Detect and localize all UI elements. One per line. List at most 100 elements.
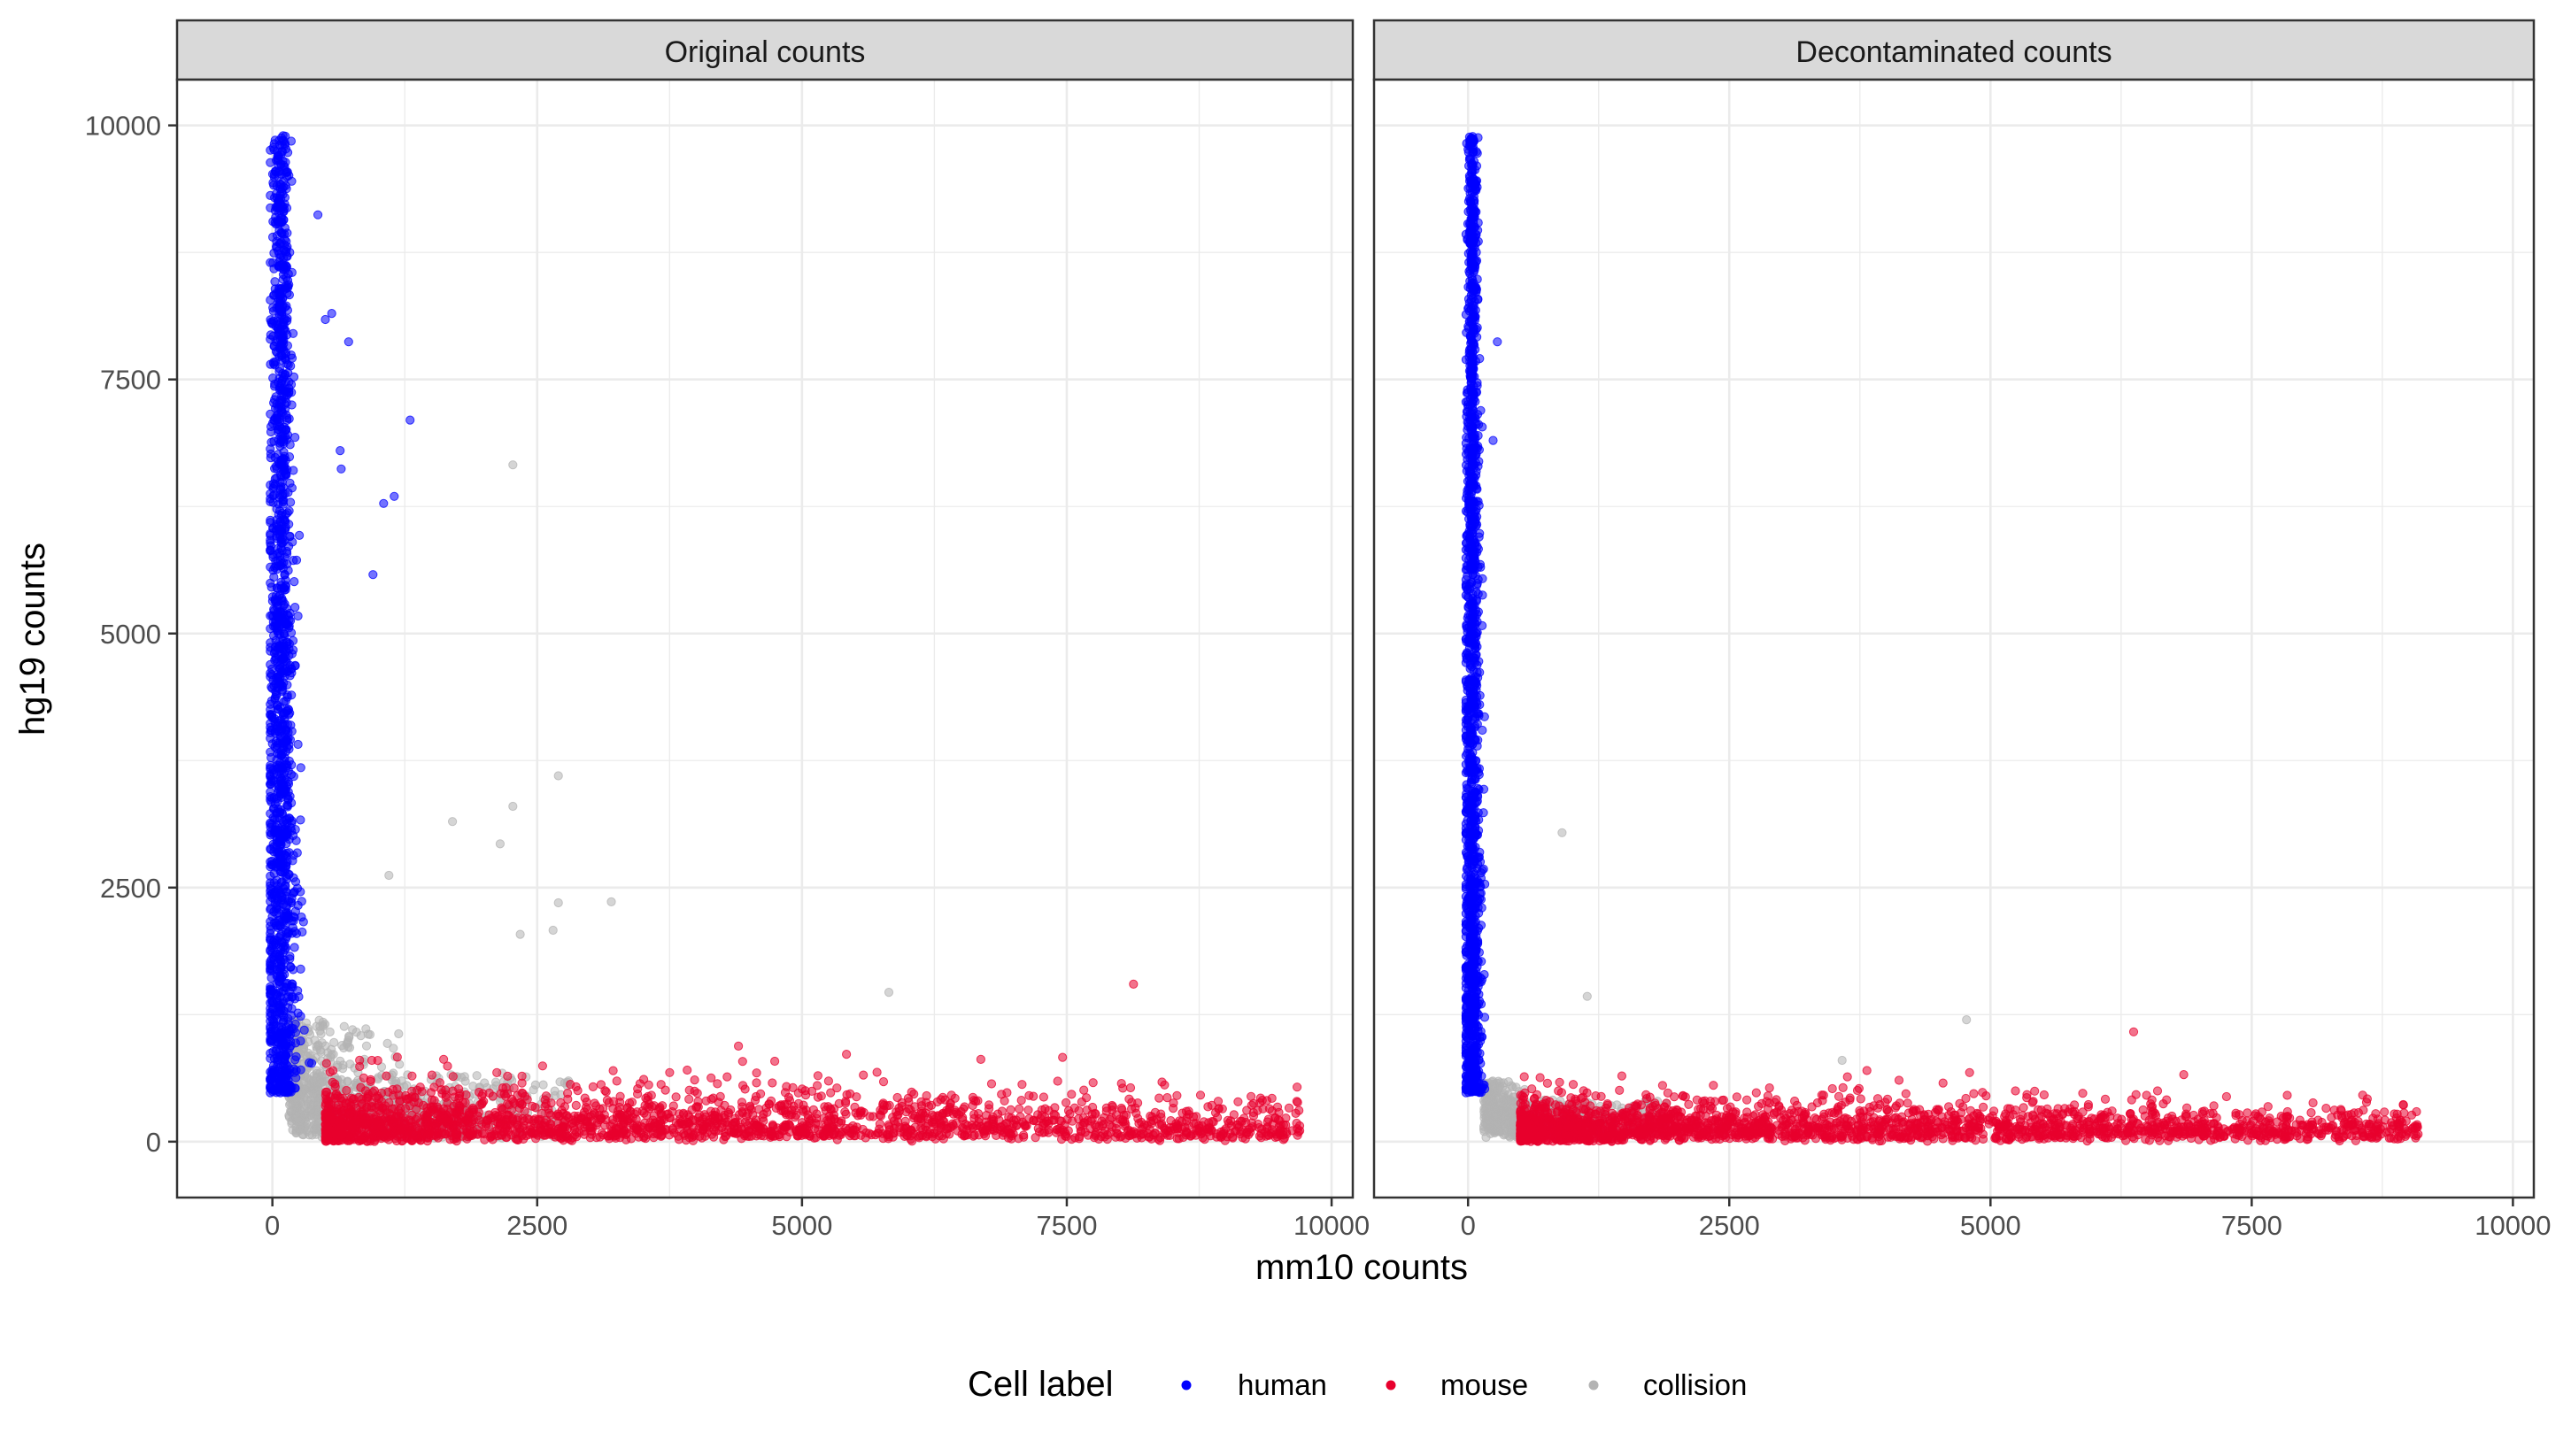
point-mouse <box>706 1106 716 1116</box>
point-mouse <box>1174 1134 1184 1144</box>
y-tick-label: 10000 <box>85 111 161 142</box>
point-human <box>277 307 287 318</box>
x-tick-label: 2500 <box>506 1210 567 1241</box>
point-human <box>278 719 288 728</box>
point-mouse <box>826 1088 836 1098</box>
point-mouse <box>968 1122 978 1132</box>
point-human <box>269 572 279 582</box>
point-mouse <box>665 1067 675 1077</box>
point-human <box>275 766 285 775</box>
point-mouse <box>878 1077 889 1087</box>
point-mouse <box>1262 1123 1272 1133</box>
point-mouse <box>448 1072 458 1082</box>
point-mouse <box>1038 1092 1049 1102</box>
point-mouse <box>793 1098 804 1108</box>
point-human <box>270 135 280 145</box>
point-mouse <box>531 1127 541 1136</box>
point-mouse <box>407 1071 417 1081</box>
point-human <box>290 943 299 952</box>
point-human <box>279 391 289 402</box>
point-mouse <box>441 1090 451 1100</box>
point-mouse <box>1241 1118 1251 1128</box>
point-mouse <box>477 1098 487 1108</box>
point-mouse <box>726 1105 736 1115</box>
point-mouse <box>1008 1115 1019 1125</box>
point-mouse <box>366 1075 375 1085</box>
point-mouse <box>488 1091 498 1101</box>
point-mouse <box>730 1128 739 1137</box>
point-human <box>280 955 290 965</box>
point-mouse <box>1088 1078 1098 1088</box>
point-human <box>298 917 308 927</box>
point-mouse <box>427 1095 437 1105</box>
point-human <box>292 848 302 858</box>
point-mouse <box>1267 1093 1277 1104</box>
point-mouse <box>1113 1129 1123 1139</box>
point-mouse <box>683 1065 692 1075</box>
point-collision <box>550 1086 560 1096</box>
point-collision <box>312 1121 321 1131</box>
point-human <box>274 506 285 516</box>
point-mouse <box>601 1087 611 1097</box>
point-human <box>405 415 415 425</box>
point-human <box>282 610 292 620</box>
point-mouse <box>520 1106 529 1116</box>
point-mouse <box>650 1118 660 1128</box>
point-collision <box>306 1111 316 1121</box>
point-human <box>277 424 287 434</box>
point-mouse <box>1079 1118 1089 1128</box>
point-human <box>281 469 290 479</box>
point-mouse <box>671 1092 681 1102</box>
point-collision <box>343 1037 352 1047</box>
point-human <box>266 449 275 459</box>
point-mouse <box>641 1093 651 1103</box>
point-human <box>274 326 283 335</box>
point-human <box>297 927 307 937</box>
point-human <box>289 372 299 381</box>
point-human <box>280 1043 290 1052</box>
point-human <box>288 856 297 866</box>
point-mouse <box>458 1098 468 1107</box>
point-mouse <box>946 1098 955 1108</box>
point-mouse <box>1023 1105 1033 1115</box>
point-mouse <box>1131 1103 1140 1113</box>
point-human <box>291 1052 301 1062</box>
point-mouse <box>348 1113 358 1123</box>
point-collision <box>472 1071 482 1081</box>
point-collision <box>291 1098 301 1108</box>
point-mouse <box>1055 1116 1065 1126</box>
point-mouse <box>411 1121 421 1131</box>
point-collision <box>365 1029 374 1040</box>
point-mouse <box>734 1041 744 1052</box>
point-mouse <box>571 1116 581 1126</box>
point-mouse <box>745 1131 754 1142</box>
point-mouse <box>1173 1121 1183 1130</box>
point-collision <box>884 988 894 998</box>
point-mouse <box>1139 1129 1148 1139</box>
point-mouse <box>596 1080 606 1090</box>
point-human <box>290 433 300 443</box>
point-human <box>279 176 289 187</box>
point-mouse <box>633 1089 643 1099</box>
point-mouse <box>1295 1126 1305 1136</box>
point-human <box>290 577 299 587</box>
point-mouse <box>1017 1080 1027 1090</box>
point-collision <box>515 929 525 939</box>
point-mouse <box>1097 1116 1107 1126</box>
point-human <box>268 952 279 963</box>
point-human <box>274 246 283 256</box>
point-mouse <box>355 1061 365 1072</box>
point-human <box>283 870 293 880</box>
point-human <box>290 1019 300 1028</box>
point-human <box>276 402 286 412</box>
facet-title: Decontaminated counts <box>1795 35 2112 69</box>
x-tick-label: 0 <box>265 1210 280 1241</box>
point-collision <box>348 1025 358 1035</box>
point-human <box>271 615 281 626</box>
point-human <box>281 585 290 595</box>
point-mouse <box>768 1078 777 1088</box>
point-human <box>266 752 276 763</box>
point-mouse <box>811 1119 821 1129</box>
y-tick-label: 7500 <box>100 365 161 396</box>
point-mouse <box>752 1068 761 1078</box>
